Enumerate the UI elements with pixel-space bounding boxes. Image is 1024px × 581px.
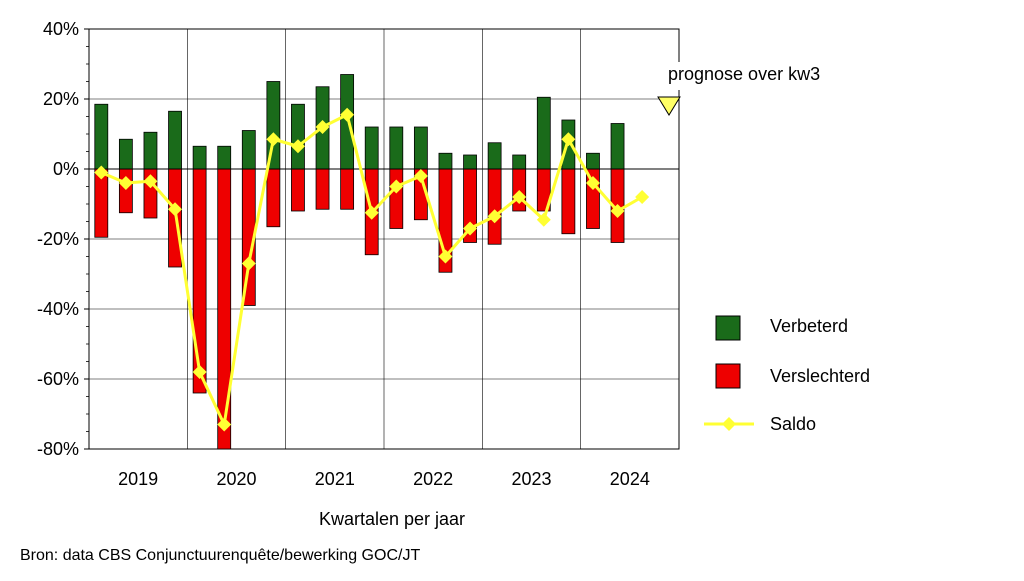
y-tick-label: -40% xyxy=(37,299,79,319)
point-saldo xyxy=(413,169,428,183)
point-saldo xyxy=(463,221,478,236)
x-tick-label: 2019 xyxy=(118,469,158,489)
x-tick-label: 2021 xyxy=(315,469,355,489)
x-axis-title: Kwartalen per jaar xyxy=(319,509,465,529)
bar-verslechterd xyxy=(291,168,305,212)
point-saldo xyxy=(315,120,330,134)
point-saldo xyxy=(217,417,232,432)
point-saldo xyxy=(438,249,453,264)
bar-verbeterd xyxy=(217,145,232,170)
bar-verslechterd xyxy=(340,168,355,210)
point-saldo xyxy=(168,202,183,217)
legend-label-verslechterd: Verslechterd xyxy=(770,366,870,386)
bar-verslechterd xyxy=(118,168,133,214)
bar-verslechterd xyxy=(217,168,232,450)
bar-verslechterd xyxy=(192,168,207,394)
point-saldo xyxy=(364,205,379,220)
legend-marker-saldo xyxy=(722,417,736,431)
bar-verbeterd xyxy=(610,123,625,170)
x-tick-label: 2020 xyxy=(216,469,256,489)
bar-verbeterd xyxy=(94,103,109,170)
forecast-marker-icon xyxy=(657,96,681,116)
y-axis: 40% 20% 0% -20% -40% -60% -80% xyxy=(37,19,89,459)
bar-verbeterd xyxy=(586,152,600,170)
grid xyxy=(89,28,679,450)
y-tick-label: -80% xyxy=(37,439,79,459)
legend-label-verbeterd: Verbeterd xyxy=(770,316,848,336)
point-saldo xyxy=(94,165,109,180)
point-saldo xyxy=(266,132,281,147)
annotation: prognose over kw3 xyxy=(657,58,864,116)
annotation-text: prognose over kw3 xyxy=(668,64,820,84)
bar-verbeterd xyxy=(143,131,158,170)
annotation-background xyxy=(664,62,864,90)
point-saldo xyxy=(118,176,133,190)
x-tick-label: 2023 xyxy=(511,469,551,489)
point-saldo xyxy=(389,179,404,194)
point-saldo xyxy=(561,132,576,147)
x-tick-label: 2022 xyxy=(413,469,453,489)
x-tick-label: 2024 xyxy=(610,469,650,489)
bar-verbeterd xyxy=(364,126,379,170)
y-tick-label: -20% xyxy=(37,229,79,249)
bar-verbeterd xyxy=(487,142,502,170)
bar-verbeterd xyxy=(168,110,182,170)
point-saldo xyxy=(241,256,256,271)
y-tick-label: 40% xyxy=(43,19,79,39)
y-tick-label: 20% xyxy=(43,89,79,109)
legend-label-saldo: Saldo xyxy=(770,414,816,434)
point-saldo xyxy=(635,190,650,204)
bar-verbeterd xyxy=(389,126,404,170)
legend-swatch-verslechterd xyxy=(715,363,741,389)
y-tick-label: 0% xyxy=(53,159,79,179)
point-saldo xyxy=(585,176,600,190)
bar-verbeterd xyxy=(438,152,453,170)
legend-swatch-verbeterd xyxy=(715,315,741,341)
bar-verbeterd xyxy=(463,154,477,170)
x-axis: 2019 2020 2021 2022 2023 2024 xyxy=(118,469,650,489)
legend: Verbeterd Verslechterd Saldo xyxy=(700,305,913,447)
bar-verbeterd xyxy=(118,138,133,170)
bar-verbeterd xyxy=(536,96,551,170)
point-saldo xyxy=(512,190,527,204)
point-saldo xyxy=(610,204,625,218)
bar-verslechterd xyxy=(389,168,404,229)
y-tick-label: -60% xyxy=(37,369,79,389)
point-saldo xyxy=(290,139,305,154)
bar-verslechterd xyxy=(266,168,281,228)
bar-verbeterd xyxy=(291,103,305,170)
bar-verbeterd xyxy=(241,130,256,170)
saldo-line-group xyxy=(94,107,650,432)
point-saldo xyxy=(536,212,551,227)
bar-verslechterd xyxy=(561,168,576,235)
bar-verslechterd xyxy=(487,168,502,245)
bar-verslechterd xyxy=(315,168,330,210)
point-saldo xyxy=(487,209,502,224)
source-note: Bron: data CBS Conjunctuurenquête/bewerk… xyxy=(20,547,420,564)
bar-verbeterd xyxy=(413,126,428,170)
bar-verbeterd xyxy=(512,154,527,170)
bar-verbeterd xyxy=(192,145,207,170)
point-saldo xyxy=(340,107,355,122)
point-saldo xyxy=(143,174,158,189)
point-saldo xyxy=(192,365,207,379)
